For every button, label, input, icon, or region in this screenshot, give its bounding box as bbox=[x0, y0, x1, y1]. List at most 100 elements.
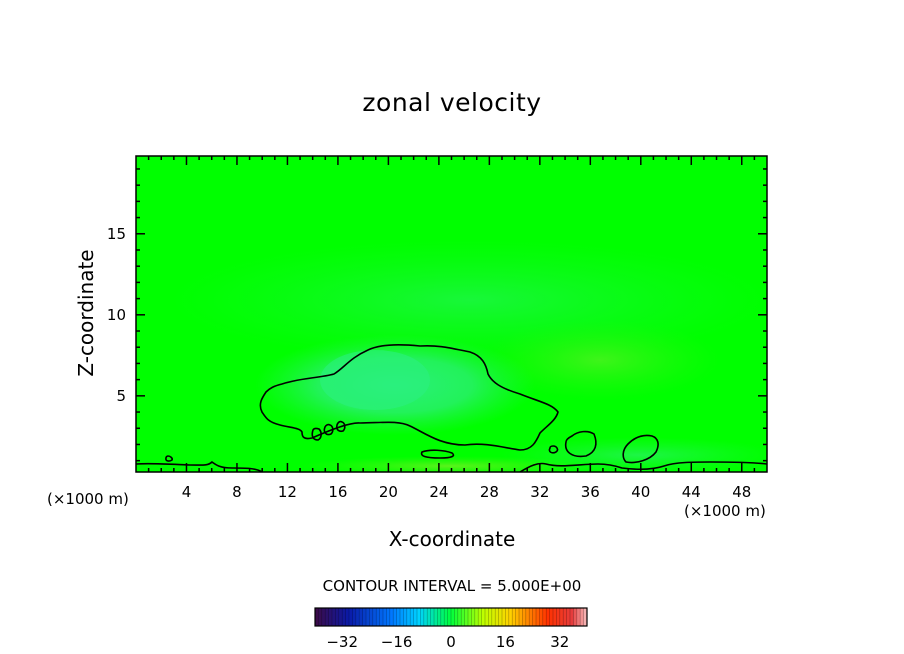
x-unit-label-left: (×1000 m) bbox=[47, 490, 129, 508]
velocity-field bbox=[136, 156, 767, 472]
colorbar-cell bbox=[536, 608, 540, 626]
colorbar-cell bbox=[379, 608, 384, 626]
colorbar-cell bbox=[362, 608, 367, 626]
contour-lines bbox=[136, 344, 767, 472]
x-tick-label: 40 bbox=[631, 483, 650, 501]
colorbar-frame bbox=[314, 607, 588, 627]
field-surface-shade-right bbox=[500, 437, 767, 472]
colorbar-cell bbox=[369, 608, 374, 626]
colorbar-cell bbox=[338, 608, 343, 626]
colorbar-cell bbox=[576, 608, 581, 626]
colorbar-cell bbox=[321, 608, 326, 626]
x-tick-label: 20 bbox=[379, 483, 398, 501]
colorbar-cell bbox=[546, 608, 550, 626]
contour-small-a bbox=[311, 427, 322, 441]
colorbar-cell bbox=[457, 608, 462, 626]
x-tick-label: 28 bbox=[480, 483, 499, 501]
colorbar-cell bbox=[345, 608, 350, 626]
colorbar-cell bbox=[335, 608, 340, 626]
colorbar-cell bbox=[423, 608, 428, 626]
colorbar-cell bbox=[573, 608, 578, 626]
colorbar-cell bbox=[393, 608, 397, 626]
colorbar-cell bbox=[532, 608, 537, 626]
colorbar-cell bbox=[410, 608, 414, 626]
colorbar-cell bbox=[515, 608, 520, 626]
field-right-shade bbox=[480, 320, 720, 400]
colorbar-cell bbox=[349, 608, 353, 626]
colorbar-cell bbox=[488, 608, 493, 626]
colorbar-cell bbox=[461, 608, 465, 626]
x-tick-labels: 4 8 12 16 20 24 28 32 36 40 44 48 bbox=[182, 483, 752, 501]
colorbar-cell bbox=[512, 608, 516, 626]
colorbar-cell bbox=[481, 608, 486, 626]
colorbar-cell bbox=[413, 608, 418, 626]
colorbar-cell bbox=[359, 608, 363, 626]
x-tick-label: 48 bbox=[732, 483, 751, 501]
contour-small-b bbox=[323, 423, 334, 436]
colorbar-cell bbox=[444, 608, 448, 626]
contour-small-g bbox=[622, 434, 659, 464]
colorbar-cell bbox=[430, 608, 435, 626]
colorbar-cell bbox=[383, 608, 387, 626]
colorbar-tick-label: −32 bbox=[326, 633, 358, 651]
colorbar-cell bbox=[417, 608, 421, 626]
colorbar-tick-label: 16 bbox=[496, 633, 515, 651]
colorbar: −32 −16 0 16 32 bbox=[314, 607, 588, 651]
contour-interval-text: CONTOUR INTERVAL = 5.000E+00 bbox=[322, 577, 582, 595]
x-tick-label: 8 bbox=[232, 483, 242, 501]
x-axis-label: X-coordinate bbox=[388, 527, 516, 551]
colorbar-cell bbox=[352, 608, 357, 626]
colorbar-cell bbox=[519, 608, 523, 626]
colorbar-cell bbox=[539, 608, 544, 626]
colorbar-cell bbox=[556, 608, 561, 626]
colorbar-cell bbox=[427, 608, 431, 626]
colorbar-cell bbox=[372, 608, 377, 626]
contour-small-f bbox=[564, 430, 597, 458]
colorbar-cell bbox=[328, 608, 333, 626]
x-tick-label: 12 bbox=[278, 483, 297, 501]
x-tick-label: 24 bbox=[429, 483, 448, 501]
colorbar-tick-labels: −32 −16 0 16 32 bbox=[326, 633, 569, 651]
colorbar-cell bbox=[315, 608, 319, 626]
colorbar-cell bbox=[434, 608, 438, 626]
colorbar-cell bbox=[376, 608, 380, 626]
y-tick-label: 15 bbox=[107, 225, 126, 243]
colorbar-cell bbox=[563, 608, 567, 626]
colorbar-cell bbox=[403, 608, 408, 626]
y-tick-labels: 5 10 15 bbox=[107, 225, 126, 405]
colorbar-cell bbox=[464, 608, 469, 626]
colorbar-cell bbox=[580, 608, 584, 626]
contour-small-d bbox=[420, 449, 455, 459]
chart-title: zonal velocity bbox=[362, 88, 542, 117]
colorbar-cell bbox=[502, 608, 506, 626]
colorbar-cell bbox=[491, 608, 496, 626]
colorbar-cell bbox=[366, 608, 370, 626]
contour-surface bbox=[136, 460, 767, 472]
colorbar-cell bbox=[474, 608, 479, 626]
colorbar-cell bbox=[495, 608, 499, 626]
colorbar-cell bbox=[406, 608, 411, 626]
y-axis-label: Z-coordinate bbox=[74, 249, 98, 377]
colorbar-cell bbox=[342, 608, 346, 626]
colorbar-cell bbox=[471, 608, 476, 626]
y-tick-marks bbox=[136, 168, 767, 462]
colorbar-cell bbox=[451, 608, 455, 626]
colorbar-tick-label: 0 bbox=[446, 633, 456, 651]
colorbar-cell bbox=[566, 608, 571, 626]
colorbar-cell bbox=[332, 608, 336, 626]
colorbar-cell bbox=[583, 608, 588, 626]
colorbar-cell bbox=[440, 608, 445, 626]
colorbar-cell bbox=[318, 608, 323, 626]
x-tick-label: 32 bbox=[530, 483, 549, 501]
field-min-core bbox=[320, 350, 430, 410]
colorbar-cell bbox=[529, 608, 533, 626]
colorbar-tick-label: −16 bbox=[381, 633, 413, 651]
x-unit-label-right: (×1000 m) bbox=[684, 502, 766, 520]
colorbar-cell bbox=[355, 608, 360, 626]
y-tick-label: 10 bbox=[107, 306, 126, 324]
colorbar-cell bbox=[420, 608, 425, 626]
plot-axes bbox=[135, 155, 768, 473]
colorbar-cell bbox=[559, 608, 564, 626]
colorbar-cell bbox=[498, 608, 503, 626]
colorbar-cell bbox=[549, 608, 554, 626]
